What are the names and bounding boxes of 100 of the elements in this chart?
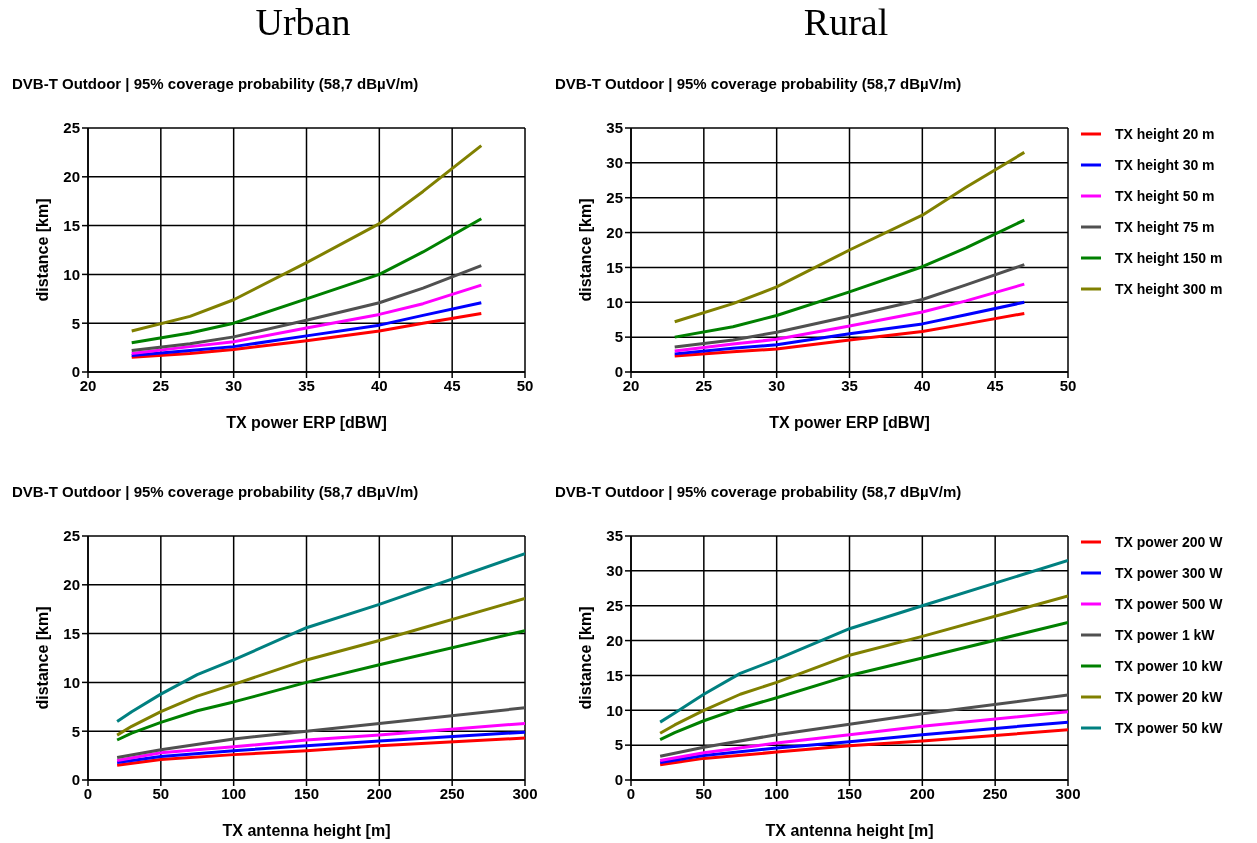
x-tick-label: 50 <box>516 376 534 394</box>
line-series <box>673 311 1026 358</box>
y-tick-label: 20 <box>606 631 623 649</box>
line-series <box>673 150 1026 324</box>
y-tick-label: 25 <box>606 597 623 615</box>
x-tick-label: 45 <box>443 376 461 394</box>
legend-label: TX power 50 kW <box>1115 719 1223 736</box>
line-series <box>115 736 525 767</box>
y-tick-label: 25 <box>63 119 80 137</box>
x-tick-label: 200 <box>909 784 935 802</box>
x-tick-label: 100 <box>764 784 790 802</box>
x-tick-label: 25 <box>152 376 170 394</box>
y-tick-label: 0 <box>71 363 80 381</box>
y-tick-label: 20 <box>606 223 623 241</box>
legend-label: TX height 30 m <box>1115 156 1215 173</box>
legend-label: TX height 150 m <box>1115 249 1223 266</box>
chart-subtitle: DVB-T Outdoor | 95% coverage probability (58,7 dBµV/m) <box>12 75 419 92</box>
x-tick-label: 0 <box>626 784 636 802</box>
legend-label: TX power 20 kW <box>1115 688 1223 705</box>
x-tick-label: 100 <box>221 784 247 802</box>
line-series <box>130 217 483 345</box>
y-tick-label: 20 <box>63 576 80 594</box>
y-tick-label: 10 <box>63 673 80 691</box>
x-tick-label: 300 <box>1055 784 1081 802</box>
y-tick-label: 25 <box>606 189 623 207</box>
y-tick-label: 35 <box>606 527 623 545</box>
y-tick-label: 15 <box>63 216 80 234</box>
y-tick-label: 30 <box>606 562 623 580</box>
y-tick-label: 5 <box>71 314 80 332</box>
x-tick-label: 35 <box>841 376 858 394</box>
legend-label: TX height 75 m <box>1115 218 1215 235</box>
y-tick-label: 0 <box>614 771 623 789</box>
x-axis-title: TX power ERP [dBW] <box>226 414 387 431</box>
y-tick-label: 10 <box>63 265 80 283</box>
y-tick-label: 15 <box>606 258 623 276</box>
line-series <box>130 283 483 355</box>
x-tick-label: 300 <box>512 784 538 802</box>
x-tick-label: 250 <box>439 784 465 802</box>
line-series <box>658 728 1068 767</box>
x-tick-label: 250 <box>982 784 1008 802</box>
x-tick-label: 40 <box>370 376 388 394</box>
y-tick-label: 15 <box>63 624 80 642</box>
legend-label: TX height 300 m <box>1115 280 1223 297</box>
x-tick-label: 0 <box>83 784 93 802</box>
chart-title: DVB-T Outdoor | 95% coverage probability (58,7 dBµV/m) <box>12 483 419 500</box>
x-tick-label: 40 <box>913 376 931 394</box>
chart-title: Urban <box>254 0 352 44</box>
line-series <box>115 730 525 764</box>
x-axis-title: TX antenna height [m] <box>222 822 391 839</box>
line-series <box>115 629 525 742</box>
line-series <box>130 311 483 359</box>
line-series <box>130 301 483 357</box>
y-tick-label: 0 <box>614 363 623 381</box>
y-axis-title: distance [km] <box>576 198 594 302</box>
y-tick-label: 20 <box>63 168 80 186</box>
chart-subtitle: DVB-T Outdoor | 95% coverage probability (58,7 dBµV/m) <box>555 75 962 92</box>
line-series <box>658 710 1068 762</box>
x-tick-label: 30 <box>768 376 786 394</box>
line-series <box>673 282 1026 353</box>
y-tick-label: 25 <box>63 527 80 545</box>
y-axis-title: distance [km] <box>33 198 51 302</box>
y-tick-label: 0 <box>71 771 80 789</box>
y-tick-label: 5 <box>614 736 623 754</box>
line-series <box>673 300 1026 356</box>
line-series <box>115 552 525 723</box>
x-tick-label: 50 <box>695 784 713 802</box>
legend-label: TX power 1 kW <box>1115 626 1215 643</box>
y-tick-label: 10 <box>606 701 623 719</box>
line-series <box>658 693 1068 758</box>
line-series <box>658 594 1068 735</box>
y-axis-title: distance [km] <box>576 606 594 710</box>
line-series <box>658 558 1068 724</box>
legend-label: TX power 300 W <box>1115 564 1223 581</box>
line-series <box>130 144 483 333</box>
line-series <box>658 720 1068 765</box>
line-series <box>115 706 525 760</box>
line-series <box>115 596 525 737</box>
y-tick-label: 35 <box>606 119 623 137</box>
x-tick-label: 30 <box>225 376 243 394</box>
x-tick-label: 50 <box>152 784 170 802</box>
x-axis-title: TX antenna height [m] <box>765 822 934 839</box>
legend-label: TX power 10 kW <box>1115 657 1223 674</box>
legend-label: TX height 20 m <box>1115 125 1215 142</box>
x-tick-label: 150 <box>836 784 863 802</box>
y-tick-label: 30 <box>606 154 623 172</box>
line-series <box>673 263 1026 349</box>
legend-label: TX height 50 m <box>1115 187 1215 204</box>
chart-title: Rural <box>802 0 890 44</box>
y-tick-label: 15 <box>606 666 623 684</box>
legend-label: TX power 500 W <box>1115 595 1223 612</box>
legend-label: TX power 200 W <box>1115 533 1223 550</box>
x-tick-label: 25 <box>695 376 713 394</box>
y-tick-label: 5 <box>614 328 623 346</box>
x-tick-label: 200 <box>366 784 392 802</box>
line-series <box>673 218 1026 339</box>
line-series <box>115 721 525 762</box>
x-tick-label: 50 <box>1059 376 1077 394</box>
line-series <box>130 264 483 353</box>
x-tick-label: 150 <box>293 784 320 802</box>
y-tick-label: 5 <box>71 722 80 740</box>
